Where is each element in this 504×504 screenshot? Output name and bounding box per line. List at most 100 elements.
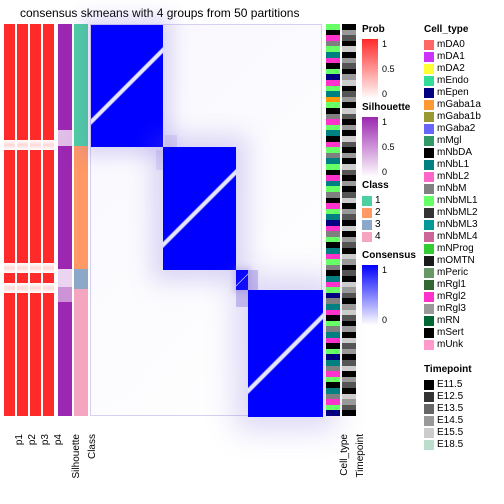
swatch	[424, 124, 434, 134]
celltype-column	[326, 24, 340, 416]
swatch	[424, 196, 434, 206]
legend-label: 2	[375, 207, 381, 218]
tick-label: 1	[382, 117, 395, 127]
legend-label: mRN	[437, 315, 460, 326]
legend-item: 1	[362, 195, 389, 206]
legend-item: mRgl3	[424, 303, 481, 314]
p-label: p3	[40, 434, 51, 452]
legend-label: mDA1	[437, 51, 465, 62]
consensus-heatmap	[90, 24, 322, 416]
silhouette-label: Silhouette	[71, 434, 82, 484]
legend-item: mUnk	[424, 339, 481, 350]
tick-label: 0	[382, 167, 395, 177]
swatch	[424, 40, 434, 50]
legend-item: mDA0	[424, 39, 481, 50]
legend-item: 3	[362, 219, 389, 230]
legend-item: mNbM	[424, 183, 481, 194]
legend-label: 1	[375, 195, 381, 206]
legend-item: E15.5	[424, 427, 472, 438]
legend-item: mGaba2	[424, 123, 481, 134]
swatch	[424, 416, 434, 426]
legend-label: E18.5	[437, 439, 463, 450]
legend-item: mNbL2	[424, 171, 481, 182]
legend-title: Cell_type	[424, 24, 481, 35]
legend-label: mNbDA	[437, 147, 472, 158]
gradient-bar	[362, 265, 378, 325]
legend-item: E14.5	[424, 415, 472, 426]
tick-label: 0.5	[382, 64, 395, 74]
tick-label: 0.5	[382, 142, 395, 152]
legend-item: mEndo	[424, 75, 481, 86]
legend-prob: Prob10.50	[362, 24, 385, 99]
timepoint-column	[342, 24, 356, 416]
legend-item: mGaba1a	[424, 99, 481, 110]
legend-item: 4	[362, 231, 389, 242]
legend-label: mRgl2	[437, 291, 466, 302]
gradient-bar	[362, 117, 378, 177]
legend-label: mRgl3	[437, 303, 466, 314]
legend-title: Silhouette	[362, 102, 410, 113]
legend-label: mNbM	[437, 183, 466, 194]
legend-label: mNbML1	[437, 195, 478, 206]
legend-label: mNbML2	[437, 207, 478, 218]
celltype-column-label: Cell_type	[339, 434, 350, 482]
legend-label: mOMTN	[437, 255, 475, 266]
chart-title: consensus skmeans with 4 groups from 50 …	[20, 6, 299, 20]
p-label: p4	[53, 434, 64, 452]
legend-item: E13.5	[424, 403, 472, 414]
class-label: Class	[87, 434, 98, 466]
legend-label: mNbL2	[437, 171, 469, 182]
swatch	[362, 196, 372, 206]
legend-label: mPeric	[437, 267, 468, 278]
legend-item: 2	[362, 207, 389, 218]
swatch	[424, 268, 434, 278]
legend-title: Prob	[362, 24, 385, 35]
legend-item: E18.5	[424, 439, 472, 450]
swatch	[424, 112, 434, 122]
legend-silhouette: Silhouette 1 0.5 0	[362, 102, 410, 177]
tick-label: 1	[382, 265, 387, 275]
swatch	[424, 304, 434, 314]
legend-item: mEpen	[424, 87, 481, 98]
swatch	[424, 340, 434, 350]
legend-label: mGaba1a	[437, 99, 481, 110]
swatch	[424, 88, 434, 98]
legend-item: mGaba1b	[424, 111, 481, 122]
legend-item: mNbDA	[424, 147, 481, 158]
legend-item: mSert	[424, 327, 481, 338]
legend-label: mDA2	[437, 63, 465, 74]
legend-item: mRgl2	[424, 291, 481, 302]
legend-item: mRN	[424, 315, 481, 326]
legend-label: 3	[375, 219, 381, 230]
legend-timepoint: Timepoint E11.5E12.5E13.5E14.5E15.5E18.5	[424, 364, 472, 451]
swatch	[424, 428, 434, 438]
swatch	[362, 220, 372, 230]
swatch	[424, 184, 434, 194]
legend-item: E12.5	[424, 391, 472, 402]
swatch	[424, 64, 434, 74]
legend-title: Timepoint	[424, 364, 472, 375]
legend-label: E14.5	[437, 415, 463, 426]
p-column	[30, 24, 41, 416]
swatch	[424, 256, 434, 266]
legend-label: mSert	[437, 327, 464, 338]
legend-label: mUnk	[437, 339, 463, 350]
legend-title: Consensus	[362, 250, 416, 261]
swatch	[424, 148, 434, 158]
gradient-bar	[362, 39, 378, 99]
legend-item: mDA2	[424, 63, 481, 74]
legend-item: mNbML1	[424, 195, 481, 206]
swatch	[424, 220, 434, 230]
legend-label: E12.5	[437, 391, 463, 402]
legend-title: Class	[362, 180, 389, 191]
p-label: p2	[27, 434, 38, 452]
legend-item: mNProg	[424, 243, 481, 254]
swatch	[424, 76, 434, 86]
legend-label: mDA0	[437, 39, 465, 50]
legend-item: mDA1	[424, 51, 481, 62]
p-column	[17, 24, 28, 416]
p-column	[4, 24, 15, 416]
swatch	[424, 160, 434, 170]
legend-label: E11.5	[437, 379, 462, 390]
legend-label: E15.5	[437, 427, 463, 438]
